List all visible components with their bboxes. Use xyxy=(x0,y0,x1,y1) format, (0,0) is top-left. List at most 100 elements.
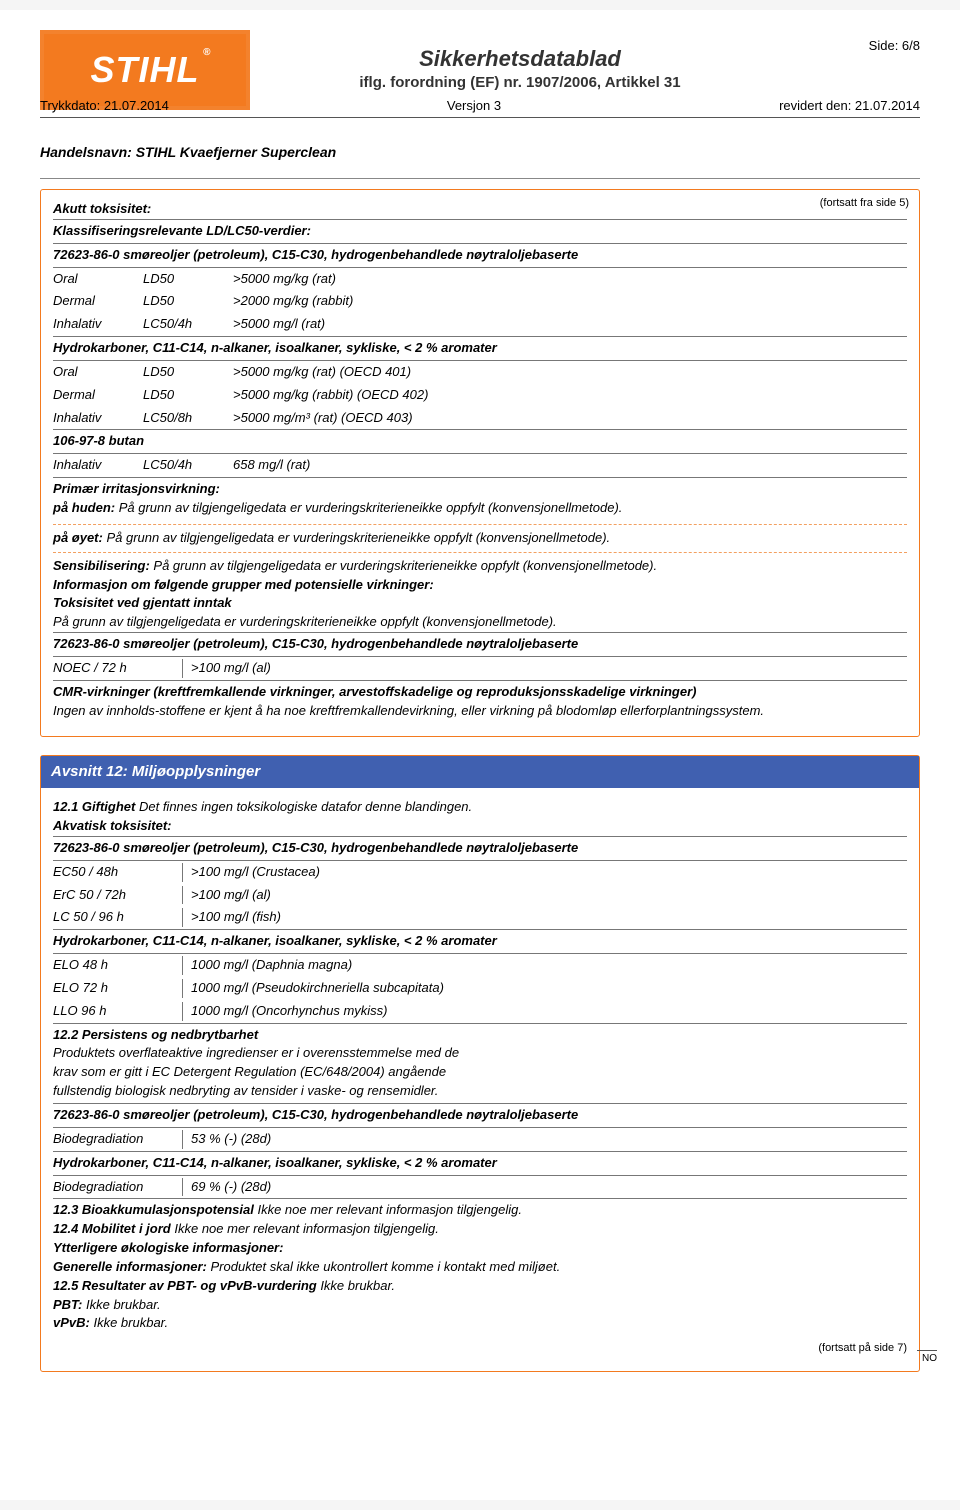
tox-row: Dermal LD50 >2000 mg/kg (rabbit) xyxy=(53,290,907,313)
doc-subtitle: iflg. forordning (EF) nr. 1907/2006, Art… xyxy=(320,74,720,91)
value: >100 mg/l (al) xyxy=(183,886,907,905)
product-name: Handelsnavn: STIHL Kvaefjerner Superclea… xyxy=(40,144,920,160)
repeat-tox-text: På grunn av tilgjengeligedata er vurderi… xyxy=(53,613,907,632)
param: Biodegradiation xyxy=(53,1130,183,1149)
bio-row: Biodegradiation 53 % (-) (28d) xyxy=(53,1127,907,1151)
p12-5-label: 12.5 Resultater av PBT- og vPvB-vurderin… xyxy=(53,1278,317,1293)
value: >5000 mg/m³ (rat) (OECD 403) xyxy=(233,409,907,428)
param: EC50 / 48h xyxy=(53,863,183,882)
p12-4-label: 12.4 Mobilitet i jord xyxy=(53,1221,171,1236)
aq-row: ELO 48 h 1000 mg/l (Daphnia magna) xyxy=(53,953,907,977)
aquatic-heading: Akvatisk toksisitet: xyxy=(53,817,907,836)
logo-word: STIHL xyxy=(91,49,200,90)
substance-3-title: 106-97-8 butan xyxy=(53,429,907,453)
param: LD50 xyxy=(143,270,233,289)
value: >5000 mg/l (rat) xyxy=(233,315,907,334)
noec-row: NOEC / 72 h >100 mg/l (al) xyxy=(53,656,907,680)
param: LD50 xyxy=(143,292,233,311)
vpvb-label: vPvB: xyxy=(53,1315,90,1330)
value: 1000 mg/l (Oncorhynchus mykiss) xyxy=(183,1002,907,1021)
doc-title: Sikkerhetsdatablad xyxy=(320,46,720,72)
noec-value: >100 mg/l (al) xyxy=(183,659,907,678)
aq-row: LLO 96 h 1000 mg/l (Oncorhynchus mykiss) xyxy=(53,1000,907,1023)
noec-label: NOEC / 72 h xyxy=(53,659,183,678)
p12-2-heading: 12.2 Persistens og nedbrytbarhet xyxy=(53,1026,907,1045)
eye-line: på øyet: På grunn av tilgjengeligedata e… xyxy=(53,529,907,548)
noec-substance: 72623-86-0 smøreoljer (petroleum), C15-C… xyxy=(53,632,907,656)
vpvb-line: vPvB: Ikke brukbar. xyxy=(53,1314,907,1333)
sens-text: På grunn av tilgjengeligedata er vurderi… xyxy=(150,558,657,573)
route: Inhalativ xyxy=(53,409,143,428)
param: ELO 72 h xyxy=(53,979,183,998)
divider xyxy=(40,178,920,179)
aq-row: LC 50 / 96 h >100 mg/l (fish) xyxy=(53,906,907,929)
logo-text: STIHL ® xyxy=(91,49,200,91)
p12-1-label: 12.1 Giftighet xyxy=(53,799,135,814)
param: ELO 48 h xyxy=(53,956,183,975)
dashed-divider xyxy=(53,552,907,553)
p12-tail: 12.3 Bioakkumulasjonspotensial Ikke noe … xyxy=(53,1198,907,1335)
ldlc-heading: Klassifiseringsrelevante LD/LC50-verdier… xyxy=(53,219,907,243)
bio-row: Biodegradiation 69 % (-) (28d) xyxy=(53,1175,907,1199)
param: LC50/4h xyxy=(143,456,233,475)
pbt-label: PBT: xyxy=(53,1297,82,1312)
dashed-divider xyxy=(53,524,907,525)
value: 53 % (-) (28d) xyxy=(183,1130,907,1149)
param: LD50 xyxy=(143,363,233,382)
route: Dermal xyxy=(53,386,143,405)
p12-3-line: 12.3 Bioakkumulasjonspotensial Ikke noe … xyxy=(53,1201,907,1220)
substance-2-title: Hydrokarboner, C11-C14, n-alkaner, isoal… xyxy=(53,336,907,360)
revised-date: revidert den: 21.07.2014 xyxy=(779,98,920,113)
pbt-line: PBT: Ikke brukbar. xyxy=(53,1296,907,1315)
p12-3-label: 12.3 Bioakkumulasjonspotensial xyxy=(53,1202,254,1217)
value: 658 mg/l (rat) xyxy=(233,456,907,475)
route: Inhalativ xyxy=(53,456,143,475)
cmr-heading: CMR-virkninger (kreftfremkallende virkni… xyxy=(53,683,907,702)
route: Dermal xyxy=(53,292,143,311)
gen-label: Generelle informasjoner: xyxy=(53,1259,207,1274)
sens-line: Sensibilisering: På grunn av tilgjengeli… xyxy=(53,557,907,576)
primary-irritation-block: Primær irritasjonsvirkning: på huden: På… xyxy=(53,477,907,520)
logo-registered: ® xyxy=(203,47,211,58)
panel-environment: Avsnitt 12: Miljøopplysninger 12.1 Gifti… xyxy=(40,755,920,1372)
page: STIHL ® Sikkerhetsdatablad iflg. forordn… xyxy=(0,10,960,1500)
p12-4-text: Ikke noe mer relevant informasjon tilgje… xyxy=(171,1221,439,1236)
param: LD50 xyxy=(143,386,233,405)
country-tag: NO xyxy=(917,1350,937,1367)
bio-substance-1: 72623-86-0 smøreoljer (petroleum), C15-C… xyxy=(53,1103,907,1127)
value: >100 mg/l (Crustacea) xyxy=(183,863,907,882)
value: 69 % (-) (28d) xyxy=(183,1178,907,1197)
aq-row: ELO 72 h 1000 mg/l (Pseudokirchneriella … xyxy=(53,977,907,1000)
skin-line: på huden: På grunn av tilgjengeligedata … xyxy=(53,499,907,518)
section-12-heading: Avsnitt 12: Miljøopplysninger xyxy=(41,756,919,788)
route: Oral xyxy=(53,270,143,289)
p12-4-line: 12.4 Mobilitet i jord Ikke noe mer relev… xyxy=(53,1220,907,1239)
page-number: Side: 6/8 xyxy=(869,38,920,53)
substance-1-title: 72623-86-0 smøreoljer (petroleum), C15-C… xyxy=(53,243,907,267)
value: >5000 mg/kg (rabbit) (OECD 402) xyxy=(233,386,907,405)
value: >2000 mg/kg (rabbit) xyxy=(233,292,907,311)
param: ErC 50 / 72h xyxy=(53,886,183,905)
p12-1-line: 12.1 Giftighet Det finnes ingen toksikol… xyxy=(53,798,907,817)
param: LC 50 / 96 h xyxy=(53,908,183,927)
eye-text: På grunn av tilgjengeligedata er vurderi… xyxy=(103,530,610,545)
route: Oral xyxy=(53,363,143,382)
tox-row: Oral LD50 >5000 mg/kg (rat) xyxy=(53,267,907,291)
primary-irritation-heading: Primær irritasjonsvirkning: xyxy=(53,480,907,499)
panel-toxicity: (fortsatt fra side 5) Akutt toksisitet: … xyxy=(40,189,920,737)
meta-row: Trykkdato: 21.07.2014 Versjon 3 revidert… xyxy=(40,96,920,118)
param: Biodegradiation xyxy=(53,1178,183,1197)
pbt-text: Ikke brukbar. xyxy=(82,1297,160,1312)
continued-from: (fortsatt fra side 5) xyxy=(820,196,909,212)
aq-substance-2: Hydrokarboner, C11-C14, n-alkaner, isoal… xyxy=(53,929,907,953)
version: Versjon 3 xyxy=(447,98,501,113)
eco-heading: Ytterligere økologiske informasjoner: xyxy=(53,1239,907,1258)
cmr-block: CMR-virkninger (kreftfremkallende virkni… xyxy=(53,680,907,723)
acute-toxicity-heading: Akutt toksisitet: xyxy=(53,200,907,219)
gen-text: Produktet skal ikke ukontrollert komme i… xyxy=(207,1259,560,1274)
value: >5000 mg/kg (rat) (OECD 401) xyxy=(233,363,907,382)
p12-1-text: Det finnes ingen toksikologiske datafor … xyxy=(135,799,472,814)
tox-row: Dermal LD50 >5000 mg/kg (rabbit) (OECD 4… xyxy=(53,384,907,407)
p12-3-text: Ikke noe mer relevant informasjon tilgje… xyxy=(254,1202,522,1217)
p12-2-block: 12.2 Persistens og nedbrytbarhet Produkt… xyxy=(53,1023,907,1103)
